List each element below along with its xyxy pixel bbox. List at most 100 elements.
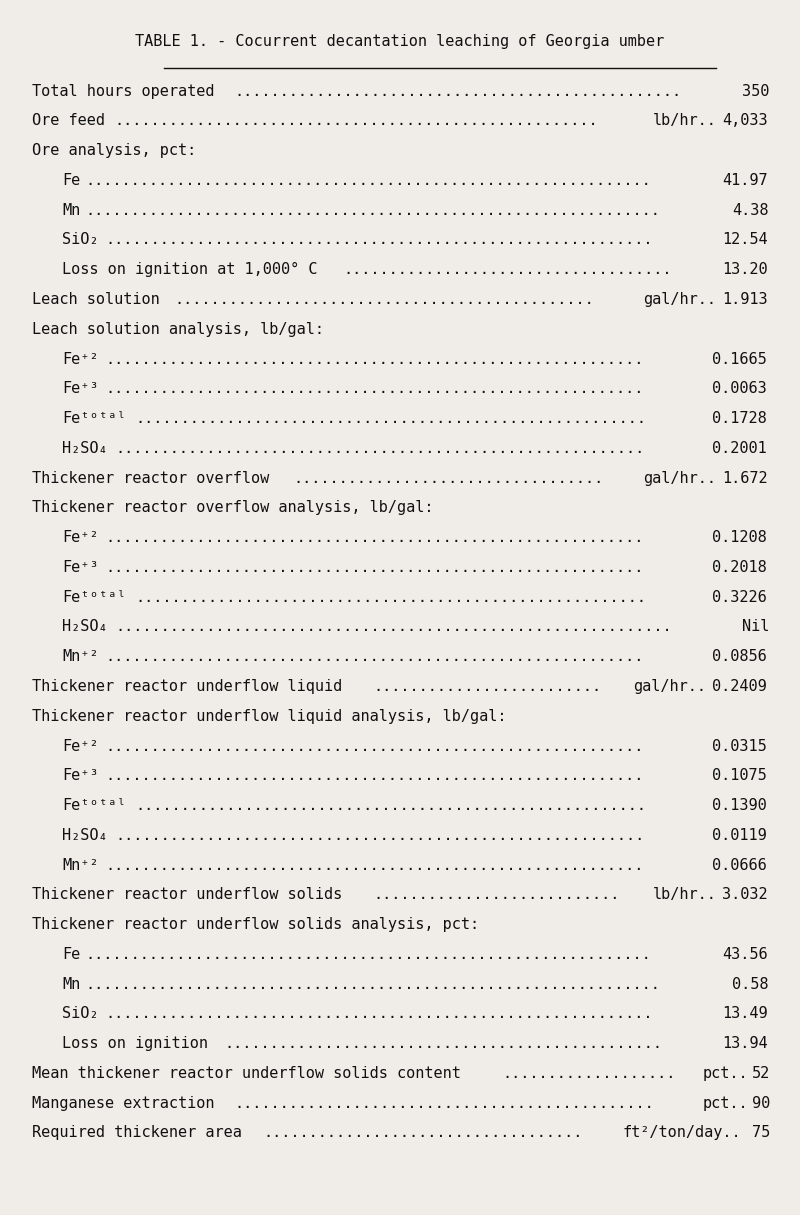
Text: Mn: Mn <box>62 977 81 991</box>
Text: 90: 90 <box>752 1096 770 1111</box>
Text: ............................................................: ........................................… <box>105 1006 653 1022</box>
Text: 13.20: 13.20 <box>722 262 768 277</box>
Text: 350: 350 <box>742 84 770 98</box>
Text: pct..: pct.. <box>702 1096 748 1111</box>
Text: Thickener reactor overflow: Thickener reactor overflow <box>32 470 270 486</box>
Text: 0.1208: 0.1208 <box>712 530 767 546</box>
Text: 75: 75 <box>752 1125 770 1141</box>
Text: 0.2018: 0.2018 <box>712 560 767 575</box>
Text: Thickener reactor underflow solids analysis, pct:: Thickener reactor underflow solids analy… <box>32 917 479 932</box>
Text: Fe⁺²: Fe⁺² <box>62 351 99 367</box>
Text: ....................................: .................................... <box>344 262 672 277</box>
Text: 0.0063: 0.0063 <box>712 382 767 396</box>
Text: 13.49: 13.49 <box>722 1006 768 1022</box>
Text: ...........................................................: ........................................… <box>105 351 643 367</box>
Text: Manganese extraction: Manganese extraction <box>32 1096 214 1111</box>
Text: ...............................................................: ........................................… <box>86 977 660 991</box>
Text: Thickener reactor underflow liquid: Thickener reactor underflow liquid <box>32 679 342 694</box>
Text: Required thickener area: Required thickener area <box>32 1125 242 1141</box>
Text: gal/hr..: gal/hr.. <box>642 470 716 486</box>
Text: ft²/ton/day..: ft²/ton/day.. <box>623 1125 742 1141</box>
Text: 0.1075: 0.1075 <box>712 768 767 784</box>
Text: gal/hr..: gal/hr.. <box>633 679 706 694</box>
Text: 41.97: 41.97 <box>722 173 768 188</box>
Text: Mn⁺²: Mn⁺² <box>62 858 99 872</box>
Text: ...........................................................: ........................................… <box>105 382 643 396</box>
Text: Fe⁺³: Fe⁺³ <box>62 768 99 784</box>
Text: H₂SO₄: H₂SO₄ <box>62 620 108 634</box>
Text: Loss on ignition: Loss on ignition <box>62 1036 208 1051</box>
Text: SiO₂: SiO₂ <box>62 232 99 248</box>
Text: ..............................................: ........................................… <box>174 292 594 307</box>
Text: .........................: ......................... <box>373 679 602 694</box>
Text: ...................: ................... <box>502 1066 676 1081</box>
Text: lb/hr..: lb/hr.. <box>653 887 717 903</box>
Text: pct..: pct.. <box>702 1066 748 1081</box>
Text: Fe⁺³: Fe⁺³ <box>62 560 99 575</box>
Text: ...........................................................: ........................................… <box>105 858 643 872</box>
Text: gal/hr..: gal/hr.. <box>642 292 716 307</box>
Text: lb/hr..: lb/hr.. <box>653 113 717 129</box>
Text: 13.94: 13.94 <box>722 1036 768 1051</box>
Text: 0.58: 0.58 <box>732 977 769 991</box>
Text: Fe⁺³: Fe⁺³ <box>62 382 99 396</box>
Text: Feᵗᵒᵗᵃˡ: Feᵗᵒᵗᵃˡ <box>62 798 126 813</box>
Text: H₂SO₄: H₂SO₄ <box>62 441 108 456</box>
Text: 12.54: 12.54 <box>722 232 768 248</box>
Text: Mn⁺²: Mn⁺² <box>62 649 99 665</box>
Text: Fe: Fe <box>62 946 81 962</box>
Text: .................................................: ........................................… <box>234 84 681 98</box>
Text: ..............................................: ........................................… <box>234 1096 654 1111</box>
Text: ............................................................: ........................................… <box>105 232 653 248</box>
Text: 4,033: 4,033 <box>722 113 768 129</box>
Text: 0.2409: 0.2409 <box>712 679 767 694</box>
Text: TABLE 1. - Cocurrent decantation leaching of Georgia umber: TABLE 1. - Cocurrent decantation leachin… <box>135 34 665 49</box>
Text: Thickener reactor underflow liquid analysis, lb/gal:: Thickener reactor underflow liquid analy… <box>32 708 506 724</box>
Text: 1.672: 1.672 <box>722 470 768 486</box>
Text: 0.2001: 0.2001 <box>712 441 767 456</box>
Text: ..........................................................: ........................................… <box>115 827 644 843</box>
Text: .....................................................: ........................................… <box>114 113 598 129</box>
Text: ...........................................................: ........................................… <box>105 739 643 753</box>
Text: ...........................................................: ........................................… <box>105 530 643 546</box>
Text: Fe: Fe <box>62 173 81 188</box>
Text: ...........................: ........................... <box>373 887 619 903</box>
Text: ..............................................................: ........................................… <box>86 173 651 188</box>
Text: ................................................: ........................................… <box>225 1036 662 1051</box>
Text: 52: 52 <box>752 1066 770 1081</box>
Text: ........................................................: ........................................… <box>135 589 646 605</box>
Text: Ore feed: Ore feed <box>32 113 105 129</box>
Text: ........................................................: ........................................… <box>135 798 646 813</box>
Text: ..............................................................: ........................................… <box>86 946 651 962</box>
Text: ..........................................................: ........................................… <box>115 441 644 456</box>
Text: ...................................: ................................... <box>264 1125 583 1141</box>
Text: 3.032: 3.032 <box>722 887 768 903</box>
Text: 0.1665: 0.1665 <box>712 351 767 367</box>
Text: 0.1390: 0.1390 <box>712 798 767 813</box>
Text: Feᵗᵒᵗᵃˡ: Feᵗᵒᵗᵃˡ <box>62 589 126 605</box>
Text: Thickener reactor overflow analysis, lb/gal:: Thickener reactor overflow analysis, lb/… <box>32 501 434 515</box>
Text: ...........................................................: ........................................… <box>105 768 643 784</box>
Text: Thickener reactor underflow solids: Thickener reactor underflow solids <box>32 887 342 903</box>
Text: Leach solution: Leach solution <box>32 292 160 307</box>
Text: Mn: Mn <box>62 203 81 217</box>
Text: 0.3226: 0.3226 <box>712 589 767 605</box>
Text: Feᵗᵒᵗᵃˡ: Feᵗᵒᵗᵃˡ <box>62 411 126 426</box>
Text: 0.1728: 0.1728 <box>712 411 767 426</box>
Text: Nil: Nil <box>742 620 770 634</box>
Text: Fe⁺²: Fe⁺² <box>62 739 99 753</box>
Text: 0.0856: 0.0856 <box>712 649 767 665</box>
Text: Fe⁺²: Fe⁺² <box>62 530 99 546</box>
Text: 1.913: 1.913 <box>722 292 768 307</box>
Text: ...............................................................: ........................................… <box>86 203 660 217</box>
Text: Mean thickener reactor underflow solids content: Mean thickener reactor underflow solids … <box>32 1066 461 1081</box>
Text: Total hours operated: Total hours operated <box>32 84 214 98</box>
Text: 0.0315: 0.0315 <box>712 739 767 753</box>
Text: SiO₂: SiO₂ <box>62 1006 99 1022</box>
Text: ...........................................................: ........................................… <box>105 560 643 575</box>
Text: ..................................: .................................. <box>294 470 604 486</box>
Text: 0.0119: 0.0119 <box>712 827 767 843</box>
Text: 0.0666: 0.0666 <box>712 858 767 872</box>
Text: 43.56: 43.56 <box>722 946 768 962</box>
Text: Leach solution analysis, lb/gal:: Leach solution analysis, lb/gal: <box>32 322 324 337</box>
